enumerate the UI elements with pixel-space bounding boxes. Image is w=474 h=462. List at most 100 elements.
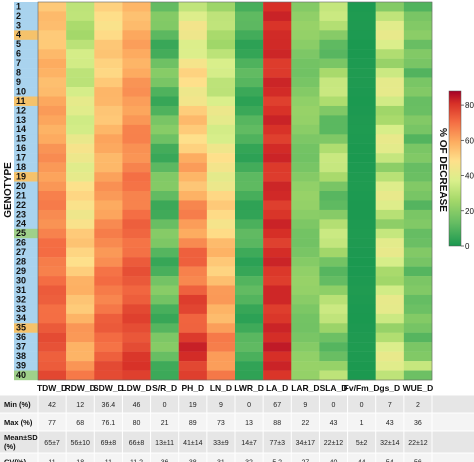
heatmap-cell <box>235 219 264 229</box>
genotype-label-cell <box>14 323 38 333</box>
heatmap-cell <box>347 323 376 333</box>
heatmap-cell <box>347 219 376 229</box>
heatmap-cell <box>291 247 320 258</box>
heatmap-cell <box>178 304 208 315</box>
heatmap-cell <box>319 238 348 248</box>
heatmap-cell <box>94 191 123 201</box>
heatmap-cell <box>38 323 67 333</box>
heatmap-cell <box>347 342 376 352</box>
heatmap-cell <box>94 219 123 229</box>
heatmap-cell <box>263 304 292 315</box>
genotype-label: 38 <box>16 351 26 361</box>
genotype-label: 35 <box>16 323 26 333</box>
colorbar-tick-label: 40 <box>465 172 474 181</box>
heatmap-cell <box>66 238 95 248</box>
table-row-label: Mean±SD <box>4 433 38 442</box>
colorbar-title: % OF DECREASE <box>437 128 448 212</box>
heatmap-cell <box>150 219 179 229</box>
heatmap-cell <box>66 181 95 192</box>
heatmap-cell <box>291 342 320 352</box>
heatmap-cell <box>403 257 433 267</box>
heatmap-cell <box>38 228 67 239</box>
heatmap-cell <box>263 370 292 381</box>
heatmap-cell <box>291 143 320 154</box>
heatmap-cell <box>66 209 95 220</box>
heatmap-cell <box>150 115 179 126</box>
heatmap-cell <box>291 20 320 31</box>
heatmap-cell <box>206 238 236 248</box>
table-cell: 32 <box>245 460 253 462</box>
heatmap-cell <box>319 30 348 40</box>
table-cell: 56 <box>414 460 422 462</box>
heatmap-cell <box>66 134 95 144</box>
heatmap-cell <box>66 49 95 59</box>
heatmap-cell <box>375 49 405 59</box>
table-cell: 46 <box>133 402 141 409</box>
heatmap-cell <box>291 30 320 40</box>
heatmap-cell <box>38 105 67 116</box>
genotype-label-cell <box>14 143 38 154</box>
heatmap-cell <box>150 209 179 220</box>
heatmap-cell <box>94 228 123 239</box>
heatmap-cell <box>291 124 320 135</box>
heatmap-cell <box>347 96 376 107</box>
genotype-label-cell <box>14 2 38 12</box>
heatmap-cell <box>375 39 405 50</box>
genotype-label-cell <box>14 96 38 107</box>
heatmap-cell <box>347 294 376 305</box>
genotype-label-cell <box>14 228 38 239</box>
heatmap-cell <box>94 342 123 352</box>
heatmap-cell <box>347 191 376 201</box>
table-cell: 80 <box>133 420 141 427</box>
heatmap-cell <box>150 257 179 267</box>
heatmap-cell <box>178 143 208 154</box>
heatmap-cell <box>319 228 348 239</box>
genotype-label: 23 <box>16 209 26 219</box>
heatmap-cell <box>319 266 348 277</box>
heatmap-cell <box>347 49 376 59</box>
table-cell: 36.4 <box>102 402 116 409</box>
heatmap-cell <box>178 58 208 69</box>
heatmap-cell <box>347 266 376 277</box>
heatmap-cell <box>375 209 405 220</box>
heatmap-cell <box>94 294 123 305</box>
heatmap-cell <box>375 266 405 277</box>
heatmap-cell <box>122 351 151 362</box>
heatmap-cell <box>178 96 208 107</box>
heatmap-cell <box>235 58 264 69</box>
heatmap-cell <box>94 49 123 59</box>
table-cell: 11 <box>48 460 55 462</box>
genotype-label-cell <box>14 68 38 78</box>
heatmap-cell <box>38 285 67 296</box>
heatmap-cell <box>291 266 320 277</box>
variable-label: Fv/Fm_D <box>344 383 380 393</box>
table-cell: 38 <box>189 460 197 462</box>
heatmap-cell <box>235 87 264 97</box>
heatmap-cell <box>235 77 264 88</box>
heatmap-cell <box>122 20 151 31</box>
heatmap-cell <box>66 77 95 88</box>
genotype-label: 33 <box>16 304 26 314</box>
table-cell: 5±2 <box>356 440 368 447</box>
heatmap-cell <box>347 257 376 267</box>
heatmap-cell <box>263 2 292 12</box>
heatmap-cell <box>375 181 405 192</box>
heatmap-cell <box>206 323 236 333</box>
heatmap-cell <box>94 266 123 277</box>
heatmap-cell <box>122 143 151 154</box>
genotype-label-cell <box>14 361 38 371</box>
heatmap-cell <box>66 313 95 324</box>
heatmap-cell <box>235 342 264 352</box>
table-cell: 21 <box>161 420 169 427</box>
genotype-label: 11 <box>16 96 26 106</box>
heatmap-cell <box>150 153 179 163</box>
heatmap-cell <box>403 105 433 116</box>
heatmap-cell <box>150 49 179 59</box>
heatmap-cell <box>319 285 348 296</box>
table-cell: 7 <box>388 402 392 409</box>
heatmap-cell <box>66 228 95 239</box>
genotype-label: 22 <box>16 200 26 210</box>
heatmap-cell <box>319 200 348 211</box>
heatmap-cell <box>403 209 433 220</box>
heatmap-cell <box>150 30 179 40</box>
